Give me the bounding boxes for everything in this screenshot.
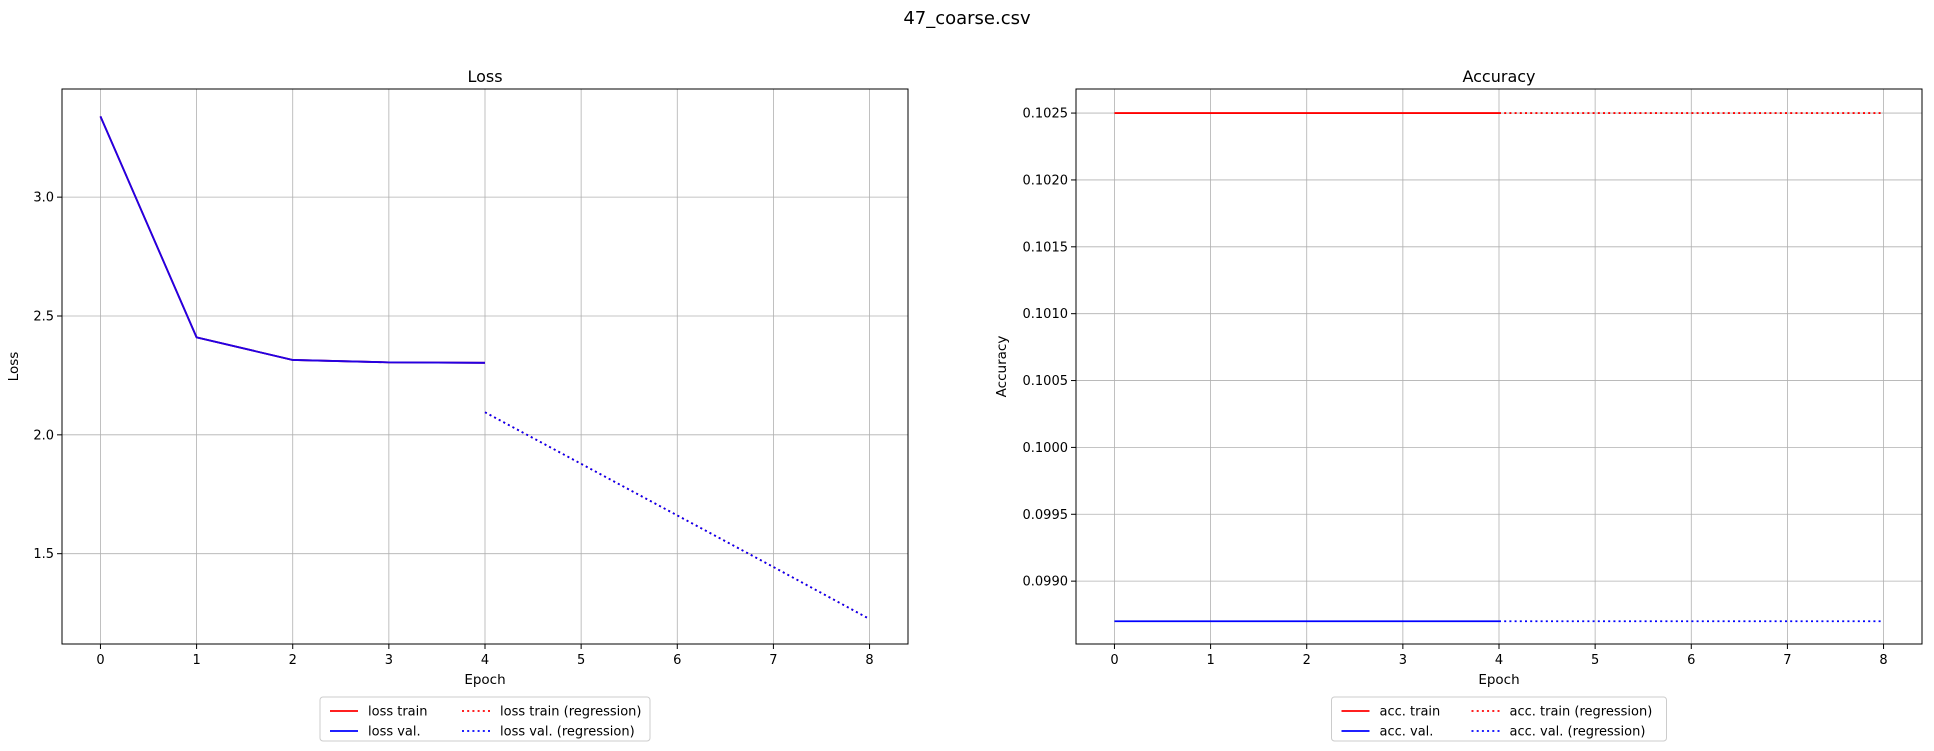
legend-label: acc. val. <box>1380 725 1434 740</box>
x-tick-label: 5 <box>577 653 585 668</box>
x-tick-label: 7 <box>769 653 777 668</box>
x-tick-label: 1 <box>192 653 200 668</box>
legend-box <box>319 696 651 742</box>
x-tick-label: 3 <box>1399 653 1407 668</box>
x-tick-label: 8 <box>1879 653 1887 668</box>
x-tick-label: 4 <box>481 653 489 668</box>
x-tick-label: 2 <box>1303 653 1311 668</box>
legend-label: acc. train <box>1380 705 1441 720</box>
x-tick-label: 2 <box>289 653 297 668</box>
axes-title: Accuracy <box>1462 67 1535 86</box>
y-tick-label: 2.5 <box>33 309 54 324</box>
legend: acc. train acc. val. acc. train (regressio… <box>1331 696 1667 742</box>
y-tick-label: 0.0995 <box>1023 508 1069 523</box>
legend: loss train loss val. loss train (regressio… <box>319 696 651 742</box>
x-tick-label: 8 <box>865 653 873 668</box>
legend-label: acc. val. (regression) <box>1510 725 1646 740</box>
chart-accuracy: 0 1 2 3 4 5 6 7 8 0.0990 0.0995 0.1000 0.1005 0.1010 0… <box>994 67 1923 742</box>
y-tick-label: 0.0990 <box>1023 575 1069 590</box>
figure-title: 47_coarse.csv <box>903 8 1031 29</box>
y-tick-label: 1.5 <box>33 547 54 562</box>
series-line-overlap <box>99 115 486 364</box>
legend-label: loss val. (regression) <box>500 725 635 740</box>
legend-label: acc. train (regression) <box>1510 705 1653 720</box>
y-axis-label: Loss <box>6 352 22 382</box>
y-tick-label: 0.1005 <box>1023 374 1069 389</box>
x-tick-label: 7 <box>1783 653 1791 668</box>
chart-loss: 0 1 2 3 4 5 6 7 8 1.5 2.0 2.5 3.0 Loss Epoch Loss loss t… <box>6 67 909 742</box>
legend-label: loss train (regression) <box>500 705 642 720</box>
x-tick-label: 0 <box>96 653 104 668</box>
x-tick-label: 6 <box>673 653 681 668</box>
x-axis-label: Epoch <box>464 672 505 688</box>
y-tick-label: 0.1000 <box>1023 441 1069 456</box>
x-tick-label: 1 <box>1206 653 1214 668</box>
legend-label: loss val. <box>368 725 421 740</box>
y-tick-label: 0.1020 <box>1023 173 1069 188</box>
legend-box <box>1331 696 1667 742</box>
x-axis-label: Epoch <box>1478 672 1519 688</box>
legend-label: loss train <box>368 705 428 720</box>
y-tick-label: 2.0 <box>33 428 54 443</box>
y-tick-label: 0.1025 <box>1023 107 1069 122</box>
x-tick-label: 0 <box>1110 653 1118 668</box>
x-tick-label: 4 <box>1495 653 1503 668</box>
y-tick-label: 0.1010 <box>1023 307 1069 322</box>
y-tick-label: 0.1015 <box>1023 240 1069 255</box>
x-tick-label: 3 <box>385 653 393 668</box>
x-tick-label: 6 <box>1687 653 1695 668</box>
y-axis-label: Accuracy <box>994 336 1010 398</box>
axes-title: Loss <box>467 67 502 86</box>
x-tick-label: 5 <box>1591 653 1599 668</box>
y-tick-label: 3.0 <box>33 191 54 206</box>
